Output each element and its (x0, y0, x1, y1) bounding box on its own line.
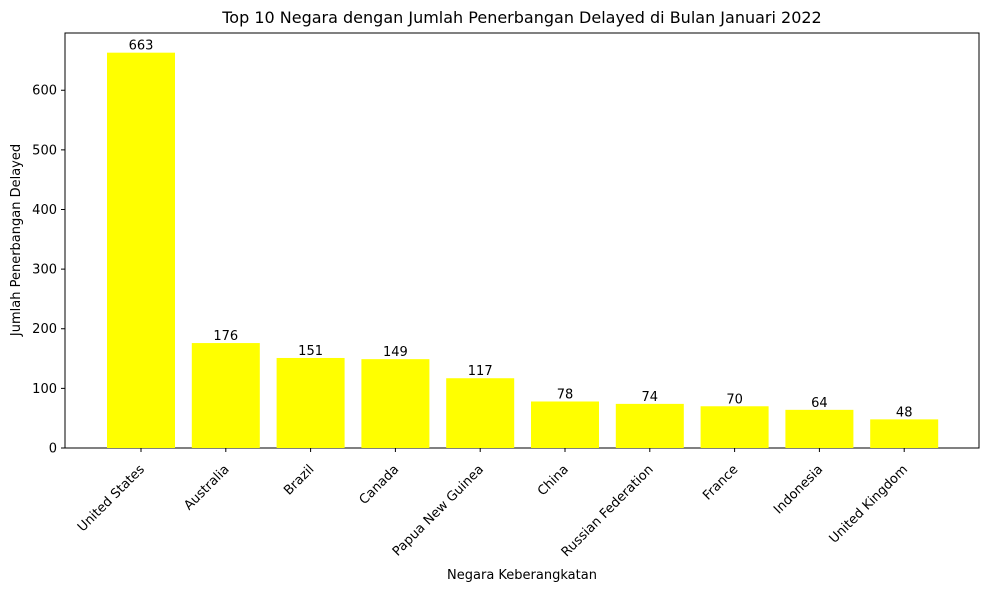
x-tick-label: Russian Federation (559, 462, 657, 560)
bar (276, 357, 345, 448)
x-tick-label: China (535, 462, 572, 499)
data-label: 149 (383, 345, 408, 360)
x-tick-label: France (700, 462, 741, 503)
bar (446, 378, 515, 448)
bar (531, 401, 599, 448)
x-tick-label: United Kingdom (827, 462, 911, 546)
y-axis: 0 100 200 300 400 500 600 (32, 84, 65, 457)
bar (870, 419, 939, 448)
x-tick-label: Papua New Guinea (390, 462, 487, 559)
bar (700, 406, 769, 448)
data-label: 78 (557, 387, 574, 402)
y-tick-label: 600 (32, 84, 57, 99)
data-label: 64 (811, 396, 828, 411)
data-label: 48 (896, 405, 913, 420)
data-label: 70 (726, 392, 743, 407)
bar (361, 359, 430, 448)
data-label: 663 (129, 39, 154, 54)
x-tick-label: Indonesia (771, 462, 826, 517)
y-tick-label: 0 (49, 442, 57, 457)
bar (191, 343, 260, 448)
x-tick-label: United States (75, 462, 148, 535)
bar (107, 52, 175, 448)
data-label: 74 (642, 390, 659, 405)
x-tick-label: Canada (357, 462, 403, 508)
data-label: 151 (298, 344, 323, 359)
chart-title: Top 10 Negara dengan Jumlah Penerbangan … (221, 8, 821, 27)
data-label: 117 (468, 364, 493, 379)
y-tick-label: 200 (32, 322, 57, 337)
x-axis: United States Australia Brazil CanadaPapua … (75, 448, 911, 560)
bar (785, 409, 854, 448)
y-tick-label: 100 (32, 382, 57, 397)
x-tick-label: Australia (181, 462, 232, 513)
y-axis-label: Jumlah Penerbangan Delayed (9, 144, 24, 337)
data-label: 176 (213, 329, 238, 344)
data-labels: 663 176 151 149 117 78 74 70 64 48 (129, 39, 913, 421)
bar (615, 403, 684, 448)
y-tick-label: 300 (32, 263, 57, 278)
y-tick-label: 500 (32, 143, 57, 158)
y-tick-label: 400 (32, 203, 57, 218)
x-tick-label: Brazil (281, 462, 317, 498)
plot-area-frame (64, 32, 980, 449)
bars (107, 52, 939, 448)
x-axis-label: Negara Keberangkatan (447, 568, 597, 583)
